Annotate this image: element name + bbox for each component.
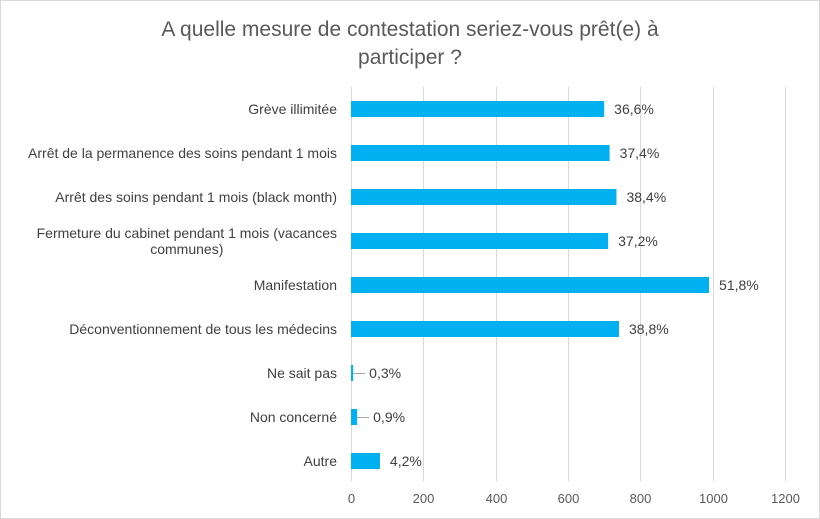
- bar: [351, 101, 605, 117]
- category-label: Ne sait pas: [267, 365, 337, 381]
- chart-title-line-1: A quelle mesure de contestation seriez-v…: [161, 18, 659, 41]
- category-label: Arrêt des soins pendant 1 mois (black mo…: [55, 189, 337, 205]
- category-label-line: Arrêt des soins pendant 1 mois (black mo…: [55, 189, 337, 205]
- data-label: 38,4%: [626, 189, 666, 205]
- category-label-line: Fermeture du cabinet pendant 1 mois (vac…: [37, 225, 337, 241]
- bar: [351, 277, 710, 293]
- category-label: Déconventionnement de tous les médecins: [69, 321, 337, 337]
- x-tick-label: 200: [413, 491, 435, 506]
- x-tick-label: 800: [630, 491, 652, 506]
- x-tick-label: 1000: [699, 491, 728, 506]
- data-label: 37,2%: [618, 233, 658, 249]
- chart-title-line-2: participer ?: [358, 46, 462, 69]
- category-label-line: Arrêt de la permanence des soins pendant…: [28, 145, 337, 161]
- data-label: 0,3%: [369, 365, 401, 381]
- data-label: 51,8%: [719, 277, 759, 293]
- category-label: Grève illimitée: [248, 101, 337, 117]
- category-label-line: Grève illimitée: [248, 101, 337, 117]
- data-label: 36,6%: [614, 101, 654, 117]
- bar: [351, 365, 354, 381]
- bar: [351, 233, 609, 249]
- category-label: Non concerné: [250, 409, 337, 425]
- category-label-line: Déconventionnement de tous les médecins: [69, 321, 337, 337]
- category-label-line: Manifestation: [254, 277, 337, 293]
- category-label: Arrêt de la permanence des soins pendant…: [28, 145, 337, 161]
- x-tick-label: 1200: [771, 491, 800, 506]
- data-label: 37,4%: [620, 145, 660, 161]
- bars: [351, 101, 710, 469]
- category-label: Manifestation: [254, 277, 337, 293]
- bar: [351, 453, 380, 469]
- category-label-line: communes): [150, 241, 223, 257]
- category-label-line: Ne sait pas: [267, 365, 337, 381]
- data-label: 4,2%: [390, 453, 422, 469]
- category-label-line: Autre: [304, 453, 338, 469]
- category-label: Autre: [304, 453, 338, 469]
- x-axis-ticks: 0 200 400 600 800 1000 1200: [348, 491, 800, 506]
- data-label: 0,9%: [373, 409, 405, 425]
- category-labels: Grève illimitée Arrêt de la permanence de…: [28, 101, 337, 469]
- bar: [351, 145, 610, 161]
- data-labels: 36,6% 37,4% 38,4% 37,2% 51,8% 38,8% 0,3% 0,9% 4,…: [353, 101, 759, 469]
- x-tick-label: 0: [348, 491, 355, 506]
- bar: [351, 189, 617, 205]
- category-label-line: Non concerné: [250, 409, 337, 425]
- category-label: Fermeture du cabinet pendant 1 mois (vac…: [37, 225, 337, 257]
- x-tick-label: 400: [486, 491, 508, 506]
- bar: [351, 409, 358, 425]
- data-label: 38,8%: [629, 321, 669, 337]
- bar: [351, 321, 619, 337]
- x-tick-label: 600: [558, 491, 580, 506]
